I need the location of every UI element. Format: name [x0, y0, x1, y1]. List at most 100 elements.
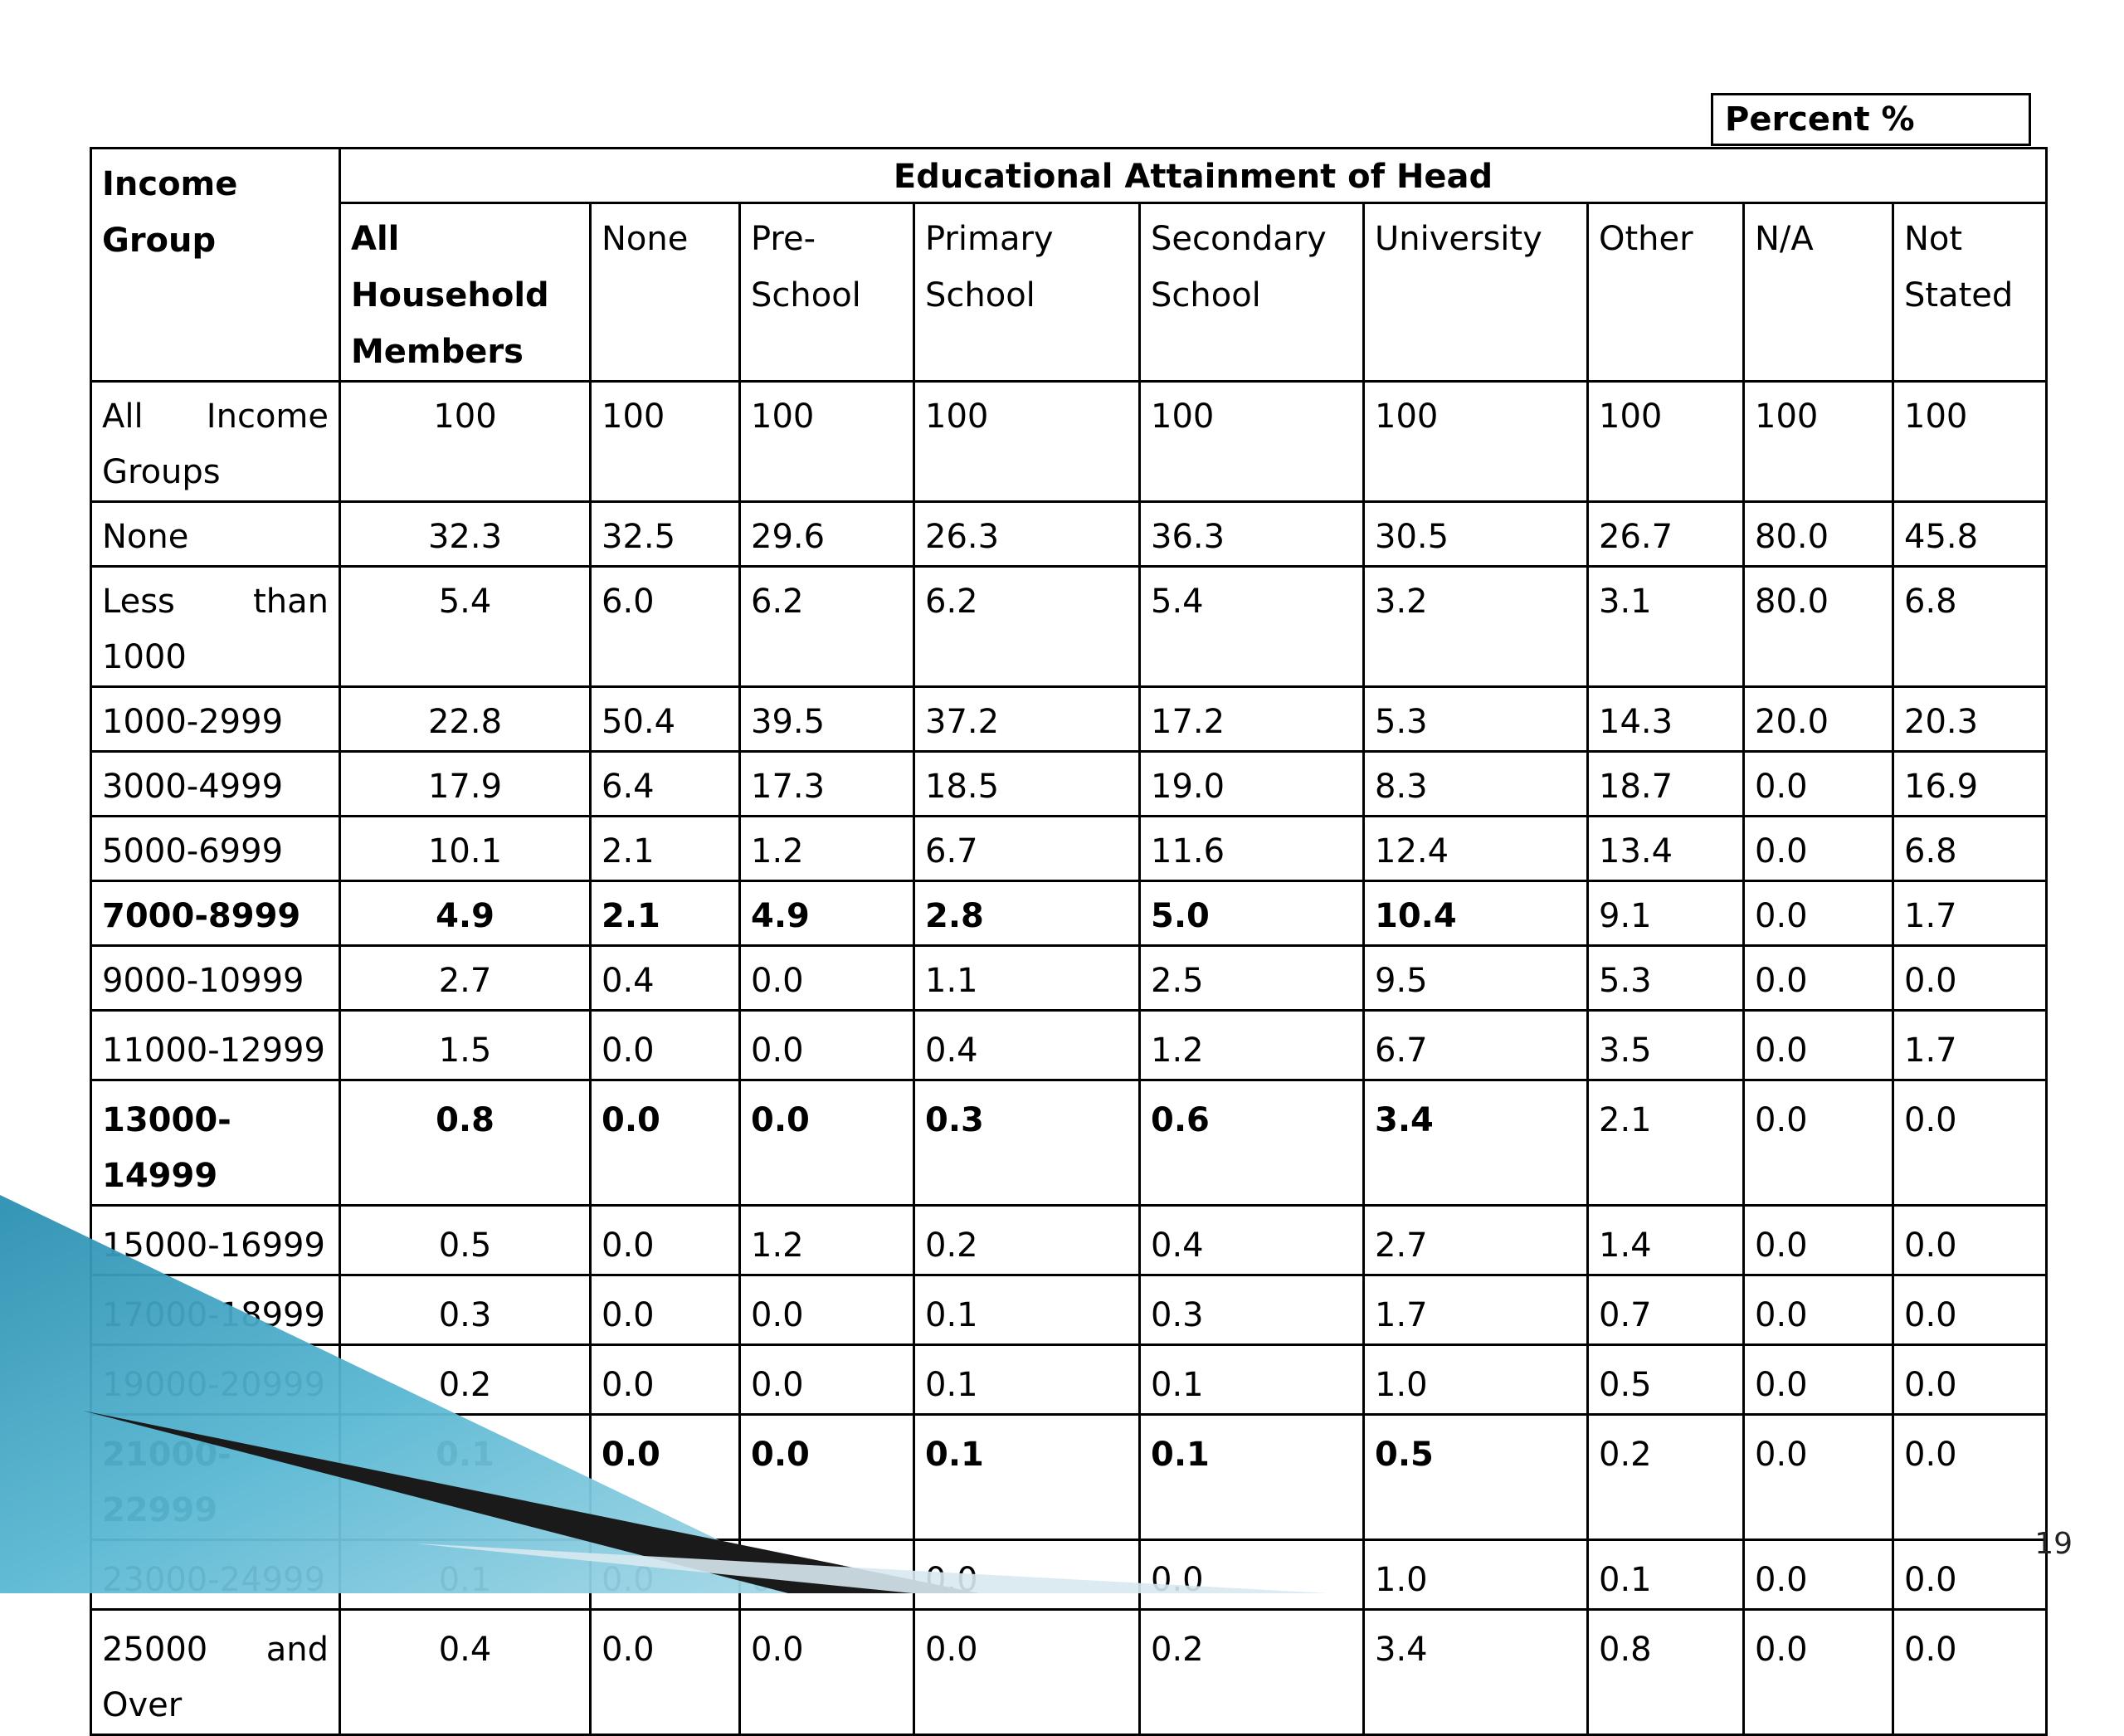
table-row: 1000-2999 22.8 50.4 39.5 37.2 17.2 5.3 14.3 20.0… — [90, 685, 2048, 753]
value-cell: 80.0 — [1742, 500, 1894, 568]
value-cell: 100 — [1138, 380, 1365, 503]
value-cell: 0.0 — [1891, 1413, 2048, 1541]
value-cell: 0.0 — [1742, 1608, 1894, 1736]
value-cell: 0.0 — [589, 1204, 741, 1276]
value-cell: 17.9 — [339, 750, 592, 817]
value-cell: 29.6 — [738, 500, 915, 568]
column-header: Not Stated — [1891, 202, 2048, 383]
table-row: 5000-6999 10.1 2.1 1.2 6.7 11.6 12.4 13.4 0.0 6.8 — [90, 815, 2048, 882]
table-row: 17000-189990.30.00.00.10.31.70.70.00.0 — [90, 1274, 2048, 1346]
value-cell: 0.0 — [1891, 1539, 2048, 1611]
value-cell: 1.4 — [1586, 1204, 1745, 1276]
value-cell: 1.2 — [738, 1204, 915, 1276]
value-cell: 0.3 — [913, 1079, 1141, 1207]
value-cell: 6.4 — [589, 750, 741, 817]
value-cell: 5.0 — [1138, 880, 1365, 947]
value-cell: 14.3 — [1586, 685, 1745, 753]
value-cell: 0.0 — [1742, 1274, 1894, 1346]
value-cell: 0.1 — [1138, 1413, 1365, 1541]
value-cell: 0.1 — [913, 1343, 1141, 1416]
value-cell: 0.0 — [1742, 815, 1894, 882]
value-cell: 1.1 — [913, 944, 1141, 1012]
value-cell: 1.7 — [1362, 1274, 1589, 1346]
value-cell: 37.2 — [913, 685, 1141, 753]
value-cell: 100 — [738, 380, 915, 503]
value-cell: 0.0 — [1742, 1539, 1894, 1611]
table-row: 13000-14999 0.8 0.0 0.0 0.3 0.6 3.4 2.1 0.0 0.0 — [90, 1079, 2048, 1207]
value-cell: 6.8 — [1891, 815, 2048, 882]
value-cell: 1.7 — [1891, 1009, 2048, 1081]
value-cell: 100 — [1362, 380, 1589, 503]
value-cell: 0.1 — [1586, 1539, 1745, 1611]
value-cell: 1.0 — [1362, 1539, 1589, 1611]
column-header: None — [589, 202, 741, 383]
value-cell: 1.7 — [1891, 880, 2048, 947]
table-row: 11000-12999 1.5 0.0 0.0 0.4 1.2 6.7 3.5 0.0 1.7 — [90, 1009, 2048, 1081]
value-cell: 26.7 — [1586, 500, 1745, 568]
value-cell: 0.7 — [1586, 1274, 1745, 1346]
value-cell: 10.4 — [1362, 880, 1589, 947]
value-cell: 100 — [913, 380, 1141, 503]
value-cell: 5.4 — [339, 565, 592, 688]
column-header: N/A — [1742, 202, 1894, 383]
column-header: Other — [1586, 202, 1745, 383]
value-cell: 0.0 — [589, 1009, 741, 1081]
value-cell: 0.5 — [339, 1204, 592, 1276]
value-cell: 19.0 — [1138, 750, 1365, 817]
value-cell: 10.1 — [339, 815, 592, 882]
value-cell: 2.7 — [1362, 1204, 1589, 1276]
value-cell: 12.4 — [1362, 815, 1589, 882]
value-cell: 4.9 — [738, 880, 915, 947]
value-cell: 0.2 — [1586, 1413, 1745, 1541]
value-cell: 0.4 — [589, 944, 741, 1012]
value-cell: 2.8 — [913, 880, 1141, 947]
income-group-cell: Less than 1000 — [90, 565, 341, 688]
value-cell: 2.1 — [589, 815, 741, 882]
value-cell: 20.0 — [1742, 685, 1894, 753]
value-cell: 0.0 — [589, 1274, 741, 1346]
value-cell: 17.3 — [738, 750, 915, 817]
value-cell: 0.2 — [1138, 1608, 1365, 1736]
value-cell: 0.0 — [738, 944, 915, 1012]
value-cell: 2.1 — [1586, 1079, 1745, 1207]
educational-attainment-header: Educational Attainment of Head — [338, 147, 2048, 204]
value-cell: 2.1 — [589, 880, 741, 947]
value-cell: 1.2 — [1138, 1009, 1365, 1081]
value-cell: 0.0 — [738, 1009, 915, 1081]
value-cell: 0.4 — [913, 1009, 1141, 1081]
value-cell: 80.0 — [1742, 565, 1894, 688]
value-cell: 8.3 — [1362, 750, 1589, 817]
value-cell: 1.5 — [339, 1009, 592, 1081]
value-cell: 0.0 — [1891, 1079, 2048, 1207]
value-cell: 6.2 — [738, 565, 915, 688]
value-cell: 0.4 — [339, 1608, 592, 1736]
value-cell: 39.5 — [738, 685, 915, 753]
value-cell: 13.4 — [1586, 815, 1745, 882]
column-header: University — [1362, 202, 1589, 383]
value-cell: 0.0 — [738, 1343, 915, 1416]
value-cell: 18.7 — [1586, 750, 1745, 817]
value-cell: 0.4 — [1138, 1204, 1365, 1276]
value-cell: 0.0 — [1742, 944, 1894, 1012]
value-cell: 0.0 — [1891, 944, 2048, 1012]
column-header: Secondary School — [1138, 202, 1365, 383]
value-cell: 0.1 — [913, 1274, 1141, 1346]
value-cell: 0.0 — [1742, 1079, 1894, 1207]
value-cell: 0.2 — [913, 1204, 1141, 1276]
value-cell: 100 — [1742, 380, 1894, 503]
value-cell: 0.0 — [738, 1274, 915, 1346]
value-cell: 0.6 — [1138, 1079, 1365, 1207]
column-header: All Household Members — [339, 202, 592, 383]
table-row: 3000-4999 17.9 6.4 17.3 18.5 19.0 8.3 18.7 0.0 16… — [90, 750, 2048, 817]
income-group-cell: None — [90, 500, 341, 568]
value-cell: 6.0 — [589, 565, 741, 688]
value-cell: 0.0 — [1742, 1204, 1894, 1276]
value-cell: 0.0 — [1891, 1204, 2048, 1276]
income-group-cell: 9000-10999 — [90, 944, 341, 1012]
value-cell: 4.9 — [339, 880, 592, 947]
value-cell: 17.2 — [1138, 685, 1365, 753]
table-row: 7000-8999 4.9 2.1 4.9 2.8 5.0 10.4 9.1 0.0 1.7 — [90, 880, 2048, 947]
value-cell: 30.5 — [1362, 500, 1589, 568]
value-cell: 18.5 — [913, 750, 1141, 817]
table-row: All Income Groups 100 100 100 100 100 100 100 10… — [90, 380, 2048, 503]
